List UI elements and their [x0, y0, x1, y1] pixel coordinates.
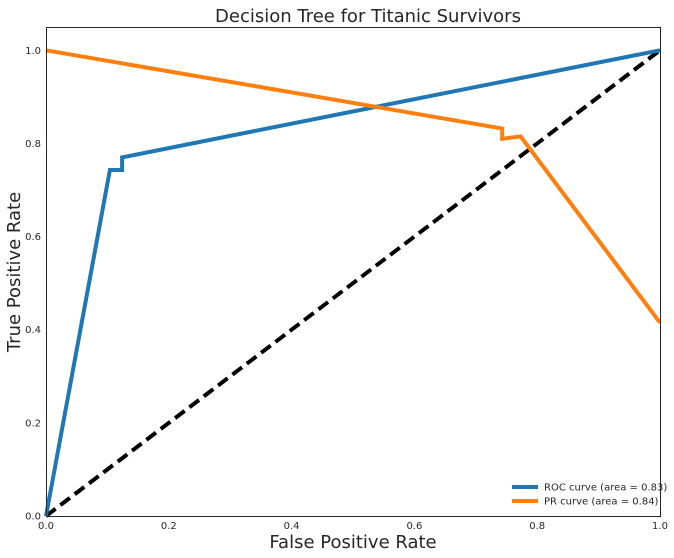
y-tick-label: 0.6 [25, 232, 41, 243]
x-tick-label: 0.0 [38, 521, 54, 532]
plot-lines [44, 48, 662, 518]
plot-frame [46, 27, 661, 517]
y-tick-label: 0.0 [25, 512, 41, 523]
series-line-pr [45, 48, 662, 324]
x-tick-label: 1.0 [652, 521, 668, 532]
legend-label: ROC curve (area = 0.83) [544, 483, 667, 494]
y-ticks: 0.0 0.2 0.4 0.6 0.8 1.0 [25, 46, 41, 523]
series-line-chance [44, 48, 662, 518]
y-tick-label: 0.8 [25, 139, 41, 150]
x-axis-label: False Positive Rate [269, 532, 436, 553]
y-axis-label: True Positive Rate [4, 192, 25, 353]
legend: ROC curve (area = 0.83) PR curve (area = … [512, 483, 667, 508]
y-tick-label: 0.4 [25, 325, 41, 336]
x-ticks: 0.0 0.2 0.4 0.6 0.8 1.0 [38, 521, 668, 532]
chart-title: Decision Tree for Titanic Survivors [215, 6, 521, 27]
x-tick-label: 0.8 [529, 521, 545, 532]
x-tick-label: 0.2 [161, 521, 177, 532]
y-tick-label: 1.0 [25, 46, 41, 57]
y-tick-label: 0.2 [25, 418, 41, 429]
x-tick-label: 0.4 [284, 521, 300, 532]
legend-label: PR curve (area = 0.84) [544, 497, 659, 508]
series-line-roc [44, 48, 661, 517]
x-tick-label: 0.6 [406, 521, 422, 532]
